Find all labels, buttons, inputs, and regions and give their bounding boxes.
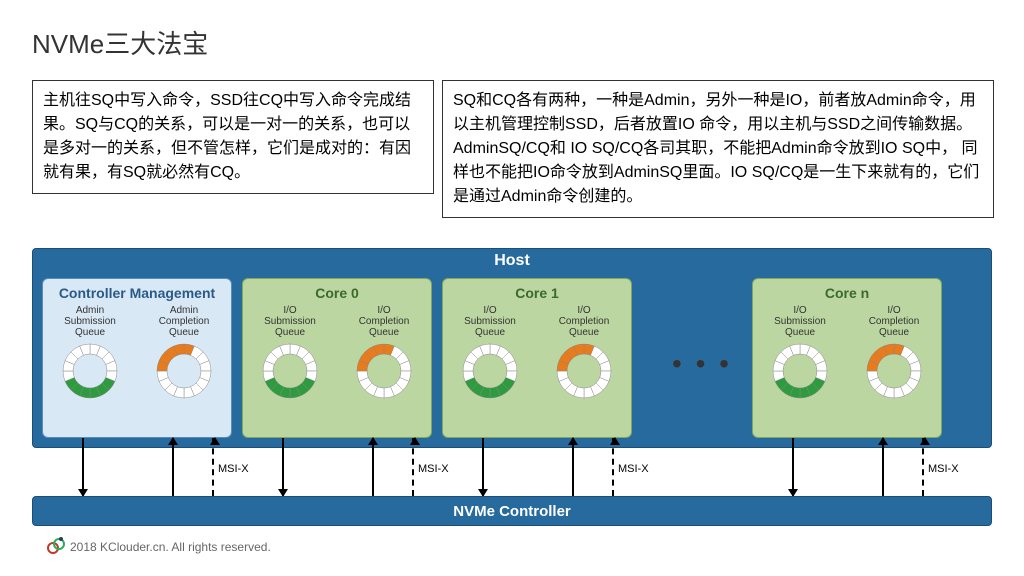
msix-label: MSI-X [418, 463, 449, 475]
ring-icon [555, 342, 613, 400]
logo-icon [46, 536, 66, 556]
queue-label: I/OCompletionQueue [339, 305, 429, 338]
core-n-box: Core n I/OSubmissionQueue I/OCompletionQ… [752, 278, 942, 438]
ring-icon [865, 342, 923, 400]
core-1-box: Core 1 I/OSubmissionQueue I/OCompletionQ… [442, 278, 632, 438]
ring-icon [461, 342, 519, 400]
box-title: Core 0 [243, 285, 431, 301]
arrow-dashed [612, 438, 614, 496]
core-0-box: Core 0 I/OSubmissionQueue I/OCompletionQ… [242, 278, 432, 438]
queue-label: I/OSubmissionQueue [755, 305, 845, 338]
nvme-diagram: Host Controller Management AdminSubmissi… [32, 248, 992, 528]
page-title: NVMe三大法宝 [32, 24, 208, 61]
arrow-up [572, 438, 574, 496]
arrow-down [282, 438, 284, 496]
ring-icon [355, 342, 413, 400]
textbox-right: SQ和CQ各有两种，一种是Admin，另外一种是IO，前者放Admin命令，用以… [442, 80, 994, 218]
arrow-dashed [412, 438, 414, 496]
ellipsis: • • • [672, 348, 732, 380]
arrow-down [482, 438, 484, 496]
controller-management-box: Controller Management AdminSubmissionQue… [42, 278, 232, 438]
nvme-controller-bar: NVMe Controller [32, 496, 992, 526]
ring-icon [61, 342, 119, 400]
arrow-up [372, 438, 374, 496]
arrow-down [792, 438, 794, 496]
box-title: Controller Management [43, 285, 231, 301]
msix-label: MSI-X [218, 463, 249, 475]
textbox-left: 主机往SQ中写入命令，SSD往CQ中写入命令完成结果。SQ与CQ的关系，可以是一… [32, 80, 434, 194]
queue-label: I/OCompletionQueue [539, 305, 629, 338]
box-title: Core n [753, 285, 941, 301]
queue-label: I/OSubmissionQueue [245, 305, 335, 338]
msix-label: MSI-X [928, 463, 959, 475]
msix-label: MSI-X [618, 463, 649, 475]
queue-label: I/OCompletionQueue [849, 305, 939, 338]
ring-icon [155, 342, 213, 400]
ring-icon [771, 342, 829, 400]
footer-text: 2018 KClouder.cn. All rights reserved. [70, 540, 271, 554]
arrow-down [82, 438, 84, 496]
host-label: Host [32, 252, 992, 270]
queue-label: AdminCompletionQueue [139, 305, 229, 338]
arrow-up [172, 438, 174, 496]
queue-label: AdminSubmissionQueue [45, 305, 135, 338]
arrow-up [882, 438, 884, 496]
arrow-dashed [922, 438, 924, 496]
queue-label: I/OSubmissionQueue [445, 305, 535, 338]
box-title: Core 1 [443, 285, 631, 301]
arrow-dashed [212, 438, 214, 496]
ring-icon [261, 342, 319, 400]
